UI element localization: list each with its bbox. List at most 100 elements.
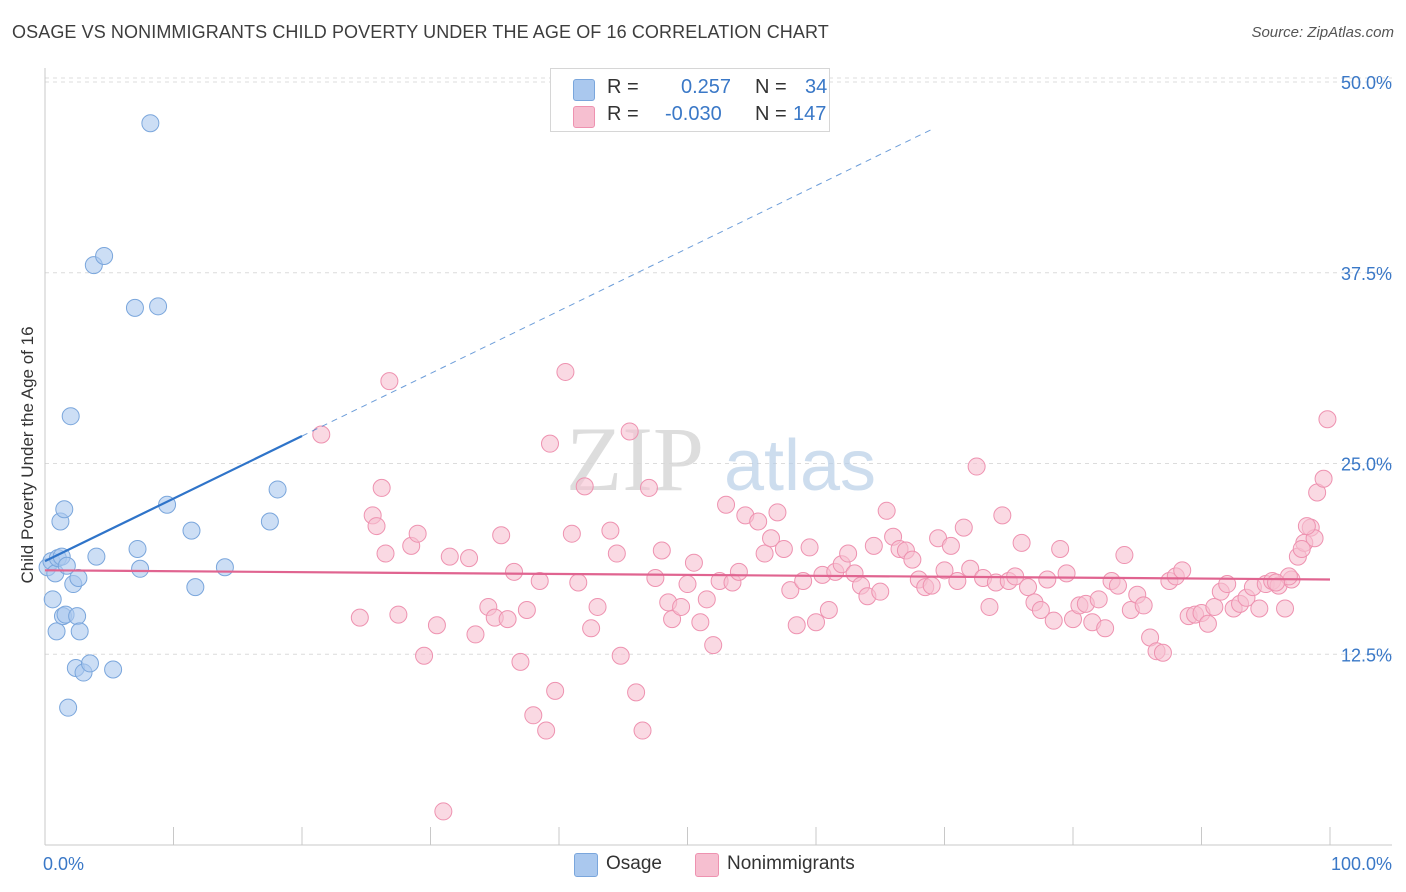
nonimmigrants-point — [546, 681, 565, 700]
nonimmigrants-point — [1115, 546, 1134, 565]
nonimmigrants-point — [380, 372, 399, 391]
nonimmigrants-point — [967, 457, 986, 476]
nonimmigrants-point — [1292, 539, 1311, 558]
y-tick-label: 37.5% — [1341, 264, 1392, 284]
nonimmigrants-point — [434, 802, 453, 821]
osage-point — [268, 480, 287, 499]
nonimmigrants-point — [498, 610, 517, 629]
watermark-atlas: atlas — [724, 426, 876, 506]
nonimmigrants-point — [620, 422, 639, 441]
nonimmigrants-point — [530, 572, 549, 591]
osage-trend-extension — [301, 129, 932, 437]
nonimmigrants-point — [611, 646, 630, 665]
series-legend: Osage Nonimmigrants — [0, 852, 1406, 878]
nonimmigrants-point — [1012, 533, 1031, 552]
osage-point — [128, 539, 147, 558]
osage-trend-line — [44, 435, 303, 563]
osage-point — [95, 246, 114, 265]
osage-point — [69, 568, 88, 587]
nonimmigrants-point — [774, 539, 793, 558]
x-tick-label: 0.0% — [43, 854, 84, 874]
nonimmigrants-point — [569, 573, 588, 592]
nonimmigrants-point — [755, 544, 774, 563]
nonimmigrants-point — [652, 541, 671, 560]
nonimmigrants-point — [1051, 539, 1070, 558]
nonimmigrants-point — [768, 503, 787, 522]
nonimmigrants-swatch — [573, 106, 595, 128]
nonimmigrants-point — [1108, 576, 1127, 595]
osage-points — [38, 114, 287, 717]
nonimmigrants-point — [1019, 578, 1038, 597]
nonimmigrants-point — [1314, 469, 1333, 488]
nonimmigrants-point — [575, 477, 594, 496]
nonimmigrants-point — [562, 524, 581, 543]
nonimmigrants-point — [511, 652, 530, 671]
trend-lines — [44, 129, 1331, 581]
nonimmigrants-point — [954, 518, 973, 537]
osage-point — [149, 297, 168, 316]
nonimmigrants-point — [627, 683, 646, 702]
nonimmigrants-point — [1297, 517, 1316, 536]
nonimmigrants-point — [697, 590, 716, 609]
nonimmigrants-point — [415, 646, 434, 665]
nonimmigrants-point — [864, 536, 883, 555]
osage-point — [47, 622, 66, 641]
nonimmigrants-point — [787, 616, 806, 635]
nonimmigrants-point — [678, 575, 697, 594]
nonimmigrants-point — [1205, 597, 1224, 616]
legend-n-label: N = — [755, 76, 787, 98]
nonimmigrants-point — [819, 600, 838, 619]
axes — [44, 68, 1392, 846]
nonimmigrants-point — [1089, 590, 1108, 609]
legend-n-value: 147 — [793, 103, 827, 125]
nonimmigrants-point — [1044, 611, 1063, 630]
nonimmigrants-point — [672, 597, 691, 616]
osage-point — [125, 298, 144, 317]
nonimmigrants-point — [839, 544, 858, 563]
nonimmigrants-point — [524, 706, 543, 725]
osage-point — [80, 654, 99, 673]
nonimmigrants-point — [639, 478, 658, 497]
nonimmigrants-point — [948, 572, 967, 591]
nonimmigrants-point — [781, 581, 800, 600]
nonimmigrants-swatch — [695, 853, 719, 877]
tick-labels: 12.5% 25.0% 37.5% 50.0% 0.0% 100.0% — [43, 73, 1392, 874]
nonimmigrants-point — [372, 478, 391, 497]
nonimmigrants-point — [691, 613, 710, 632]
nonimmigrants-point — [749, 512, 768, 531]
y-tick-label: 50.0% — [1341, 73, 1392, 93]
nonimmigrants-point — [993, 506, 1012, 525]
nonimmigrants-point — [1038, 570, 1057, 589]
nonimmigrants-point — [537, 721, 556, 740]
nonimmigrants-point — [684, 553, 703, 572]
nonimmigrants-point — [1318, 410, 1337, 429]
y-tick-label: 25.0% — [1341, 455, 1392, 475]
osage-point — [186, 578, 205, 597]
nonimmigrants-point — [800, 538, 819, 557]
legend-n-label: N = — [755, 103, 787, 125]
chart-title: OSAGE VS NONIMMIGRANTS CHILD POVERTY UND… — [12, 22, 829, 42]
nonimmigrants-point — [980, 597, 999, 616]
nonimmigrants-point — [877, 501, 896, 520]
source-credit: Source: ZipAtlas.com — [1251, 24, 1394, 41]
nonimmigrants-point — [903, 550, 922, 569]
osage-point — [70, 622, 89, 641]
legend-n-value: 34 — [805, 76, 828, 98]
osage-point — [68, 607, 87, 626]
osage-swatch — [573, 79, 595, 101]
legend-r-value: -0.030 — [665, 103, 722, 125]
osage-swatch — [574, 853, 598, 877]
nonimmigrants-point — [1096, 619, 1115, 638]
nonimmigrants-point — [588, 597, 607, 616]
legend-r-value: 0.257 — [681, 76, 732, 98]
nonimmigrants-point — [427, 616, 446, 635]
nonimmigrants-point — [389, 605, 408, 624]
nonimmigrants-point — [376, 544, 395, 563]
nonimmigrants-point — [556, 362, 575, 381]
nonimmigrants-point — [1031, 600, 1050, 619]
nonimmigrants-point — [1276, 599, 1295, 618]
osage-point — [55, 500, 74, 519]
nonimmigrants-point — [1134, 596, 1153, 615]
nonimmigrants-point — [367, 517, 386, 536]
